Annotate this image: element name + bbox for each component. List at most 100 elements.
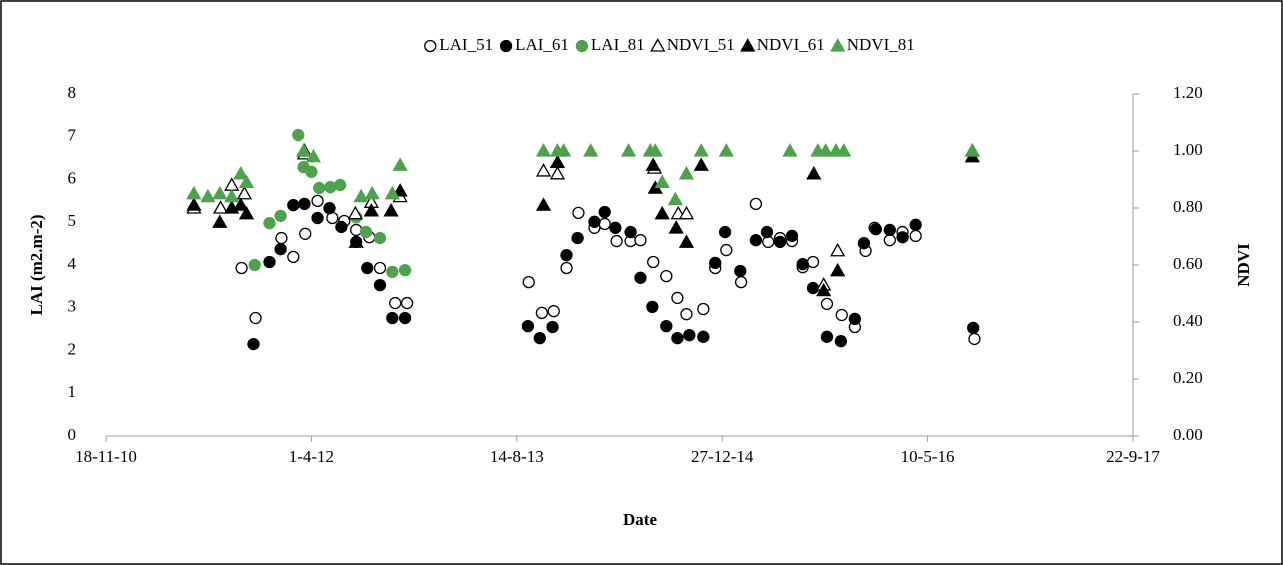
triangle-marker <box>549 154 566 169</box>
circle-marker <box>334 178 347 192</box>
y-tick-label: 7 <box>68 126 77 145</box>
circle-marker <box>263 255 276 269</box>
circle-marker <box>647 255 660 269</box>
circle-marker <box>324 181 337 194</box>
y-tick-label: 4 <box>68 254 77 273</box>
circle-marker <box>373 231 387 245</box>
circle-marker <box>909 218 922 231</box>
circle-marker <box>373 261 387 275</box>
circle-marker <box>749 234 763 247</box>
triangle-marker <box>384 185 400 200</box>
triangle-marker <box>236 185 253 200</box>
triangle-marker <box>678 205 695 220</box>
y-tick-label: 2 <box>68 339 77 358</box>
legend-marker <box>830 38 846 52</box>
triangle-marker <box>818 143 834 157</box>
circle-marker <box>533 331 546 345</box>
triangle-marker <box>693 157 709 171</box>
circle-marker <box>909 229 922 243</box>
circle-marker <box>697 330 710 343</box>
circle-marker <box>609 221 622 234</box>
y-axis-title: LAI (m2.m-2) <box>27 214 46 315</box>
circle-marker <box>835 308 848 322</box>
triangle-marker <box>224 188 240 203</box>
triangle-marker <box>830 262 846 277</box>
triangle-marker <box>212 200 229 214</box>
triangle-marker <box>348 234 364 248</box>
triangle-marker <box>620 143 637 157</box>
triangle-marker <box>363 203 379 217</box>
circle-marker <box>305 165 318 178</box>
circle-marker <box>560 249 573 262</box>
circle-marker <box>806 281 820 295</box>
triangle-marker <box>233 165 249 180</box>
triangle-marker <box>200 188 216 203</box>
legend-marker <box>424 39 437 53</box>
circle-marker <box>967 321 980 334</box>
triangle-marker <box>693 143 709 157</box>
triangle-marker <box>556 143 572 157</box>
triangle-marker <box>678 234 695 248</box>
triangle-marker <box>830 242 846 257</box>
triangle-marker <box>212 185 228 200</box>
circle-marker <box>896 231 909 244</box>
triangle-marker <box>836 143 852 157</box>
legend-label: NDVI_51 <box>667 35 735 54</box>
legend-marker <box>499 39 513 53</box>
triangle-marker <box>364 185 380 200</box>
y2-axis-title: NDVI <box>1234 243 1253 287</box>
circle-marker <box>248 258 261 272</box>
circle-marker <box>350 223 363 237</box>
triangle-marker <box>233 197 249 211</box>
circle-marker <box>274 243 287 256</box>
circle-marker <box>624 225 637 239</box>
legend-label: LAI_61 <box>515 35 569 54</box>
x-tick-label: 14-8-13 <box>490 447 544 466</box>
triangle-marker <box>383 203 399 217</box>
circle-marker <box>734 275 748 289</box>
circle-marker <box>598 205 611 219</box>
y2-tick-label: 0.80 <box>1173 197 1203 216</box>
legend-label: NDVI_81 <box>847 35 915 54</box>
y-tick-label: 0 <box>68 425 77 444</box>
triangle-marker <box>186 185 202 200</box>
x-tick-label: 22-9-17 <box>1106 447 1160 466</box>
circle-marker <box>646 300 659 314</box>
circle-marker <box>313 181 326 195</box>
triangle-marker <box>645 157 661 171</box>
triangle-marker <box>535 197 552 211</box>
circle-marker <box>660 319 673 333</box>
circle-marker <box>709 256 722 270</box>
circle-marker <box>749 197 763 211</box>
circle-marker <box>386 311 399 325</box>
triangle-marker <box>392 157 408 171</box>
circle-marker <box>718 225 732 239</box>
circle-marker <box>869 222 882 236</box>
triangle-marker <box>535 163 552 177</box>
triangle-marker <box>238 174 255 188</box>
triangle-marker <box>654 174 670 188</box>
circle-marker <box>335 220 348 234</box>
circle-marker <box>373 278 387 292</box>
circle-marker <box>683 328 696 342</box>
circle-marker <box>398 263 412 277</box>
triangle-marker <box>392 183 408 197</box>
circle-marker <box>588 215 601 228</box>
x-tick-label: 10-5-16 <box>901 447 955 466</box>
circle-marker <box>560 261 573 275</box>
circle-marker <box>299 227 312 240</box>
triangle-marker <box>667 191 683 206</box>
circle-marker <box>806 255 820 269</box>
triangle-marker <box>305 148 322 163</box>
circle-marker <box>287 198 300 212</box>
circle-marker <box>275 231 288 245</box>
circle-marker <box>298 197 311 211</box>
circle-marker <box>734 264 747 278</box>
circle-marker <box>773 235 787 249</box>
circle-marker <box>521 319 535 333</box>
legend-marker <box>650 38 666 52</box>
circle-marker <box>848 312 862 326</box>
circle-marker <box>522 275 535 289</box>
y-tick-label: 8 <box>68 83 77 102</box>
circle-marker <box>389 296 402 310</box>
